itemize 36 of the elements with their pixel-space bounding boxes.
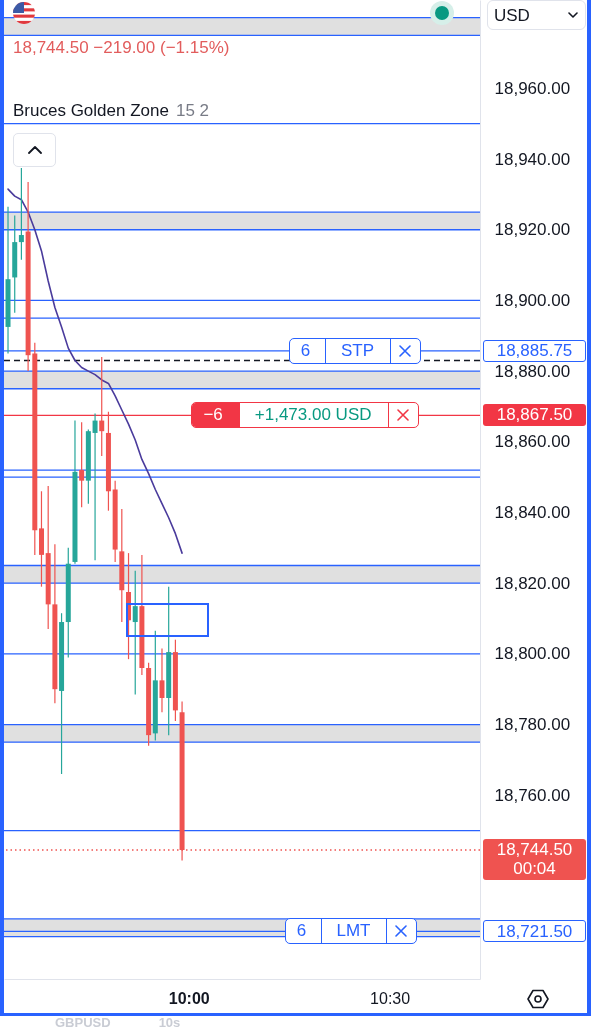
annotation: STP: [340, 340, 375, 360]
candlestick: [159, 647, 165, 713]
annotation: Bruces Golden Zone: [13, 101, 169, 120]
x-tick-label: 10:00: [168, 989, 210, 1007]
annotation: +1,473.00 USD: [254, 405, 372, 425]
y-tick-label: 18,800.00: [494, 644, 571, 664]
text: 00:04: [513, 859, 556, 880]
y-tick-label: 18,880.00: [494, 361, 571, 381]
candlestick: [132, 570, 138, 696]
ref-line-label: 18,721.50: [496, 921, 573, 942]
annotation: 15 2: [175, 101, 210, 120]
ref-line-label: 18,867.50: [496, 405, 573, 426]
y-tick-label: 18,780.00: [494, 715, 571, 735]
y-tick-label: 18,900.00: [494, 290, 571, 310]
candlestick: [92, 412, 98, 561]
y-tick-label: 18,820.00: [494, 573, 571, 593]
annotation: 6: [300, 340, 311, 360]
candlestick: [99, 356, 105, 457]
annotation: −6: [203, 405, 223, 425]
x-tick-label: 10:30: [370, 989, 411, 1007]
annotation: LMT: [336, 921, 371, 941]
candlestick: [79, 421, 85, 508]
y-tick-label: 18,840.00: [494, 502, 571, 522]
line-series: [7, 188, 183, 554]
y-tick-label: 18,860.00: [494, 432, 571, 452]
y-tick-label: 18,920.00: [494, 220, 571, 240]
y-tick-label: 18,960.00: [494, 78, 571, 98]
ref-line-label: 18,885.75: [496, 340, 573, 361]
text: 18,744.50 −219.00 (−1.15%): [13, 38, 230, 57]
y-tick-label: 18,940.00: [494, 149, 571, 169]
y-tick-label: 18,760.00: [494, 785, 571, 805]
annotation: 6: [296, 921, 307, 941]
dropdown: USD: [487, 0, 586, 30]
y-axis-title: USD: [494, 5, 530, 25]
candlestick: [18, 167, 24, 261]
ref-line-label: 18,744.50: [496, 839, 573, 860]
